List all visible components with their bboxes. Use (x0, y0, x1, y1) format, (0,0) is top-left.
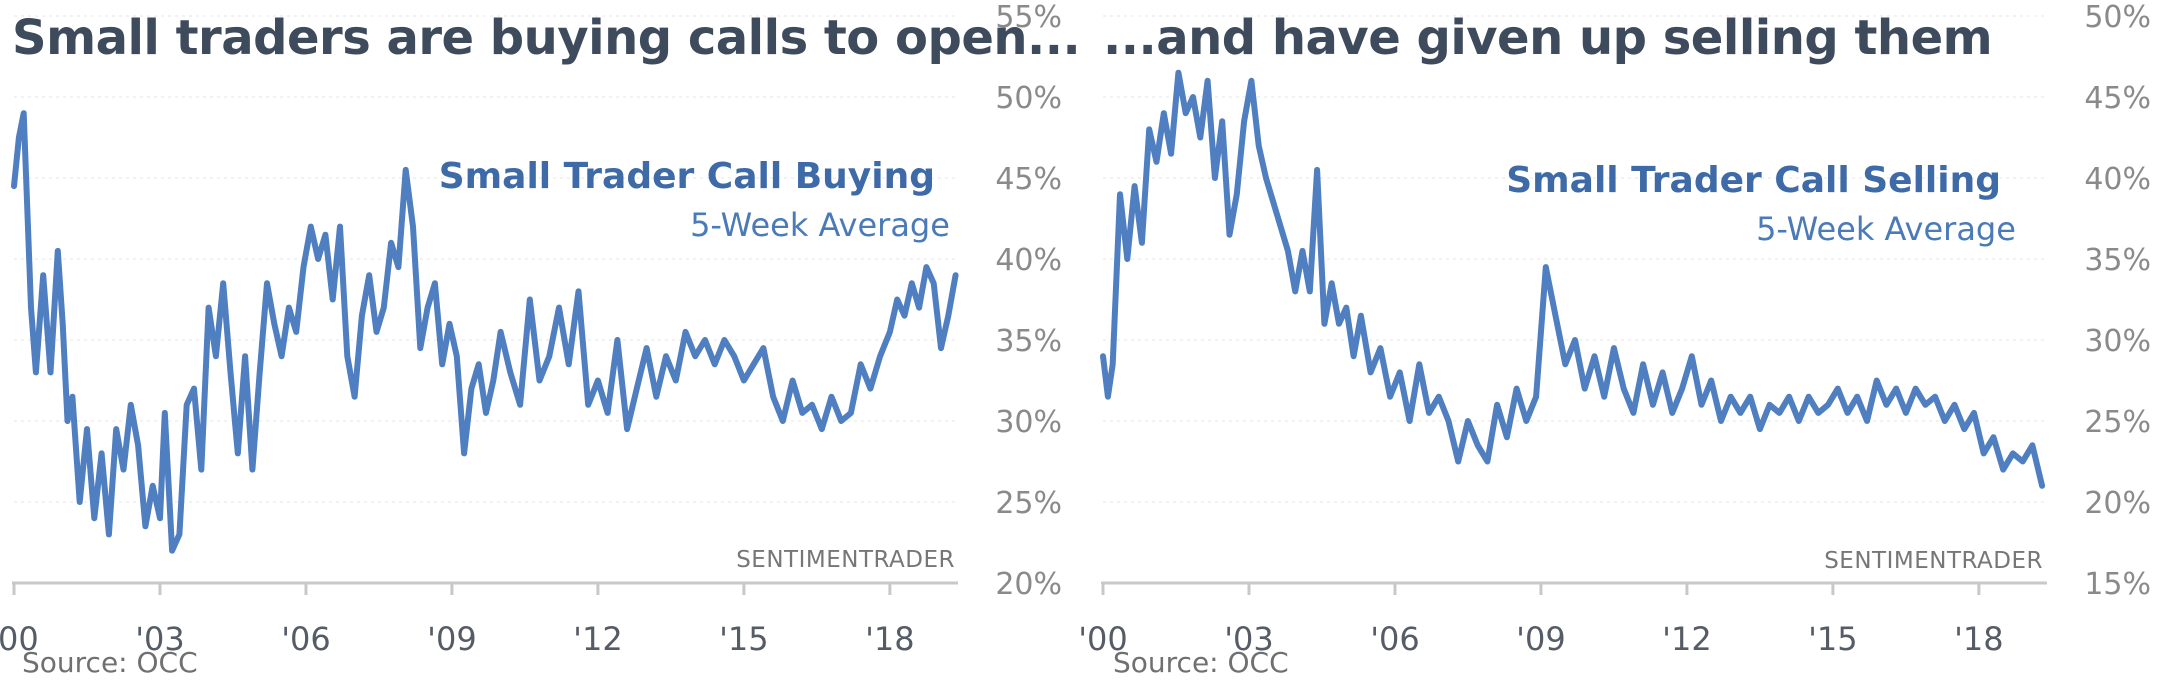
watermark: SENTIMENTRADER (736, 547, 955, 573)
y-tick-label: 30% (995, 405, 1062, 440)
x-tick-label: '09 (1516, 620, 1566, 658)
y-tick-label: 25% (2084, 405, 2151, 440)
annotation-subtitle: 5-Week Average (690, 206, 950, 244)
chart-plot-right: 15% 20% 25% 30% 35% 40% 45% 50% '00 '03 '06 '09 '12 '… (1081, 0, 2151, 658)
source-note: Source: OCC (1113, 646, 1289, 679)
x-tick-label: '00 (1081, 620, 1128, 658)
y-tick-label: 35% (2084, 243, 2151, 278)
chart-title: Small traders are buying calls to open..… (12, 10, 1081, 66)
x-tick-label: '18 (1954, 620, 2004, 658)
y-tick-label: 25% (995, 486, 1062, 521)
x-tick-label: '00 (0, 620, 39, 658)
y-tick-label: 55% (995, 0, 1062, 35)
series-line (1100, 69, 2046, 489)
x-tick-label: '12 (1662, 620, 1712, 658)
annotation-title: Small Trader Call Selling (1506, 160, 2001, 201)
y-tick-label: 30% (2084, 324, 2151, 359)
y-tick-label: 45% (2084, 81, 2151, 116)
watermark: SENTIMENTRADER (1824, 548, 2043, 574)
chart-plot-left: 20% 25% 30% 35% 40% 45% 50% 55% '00 '03 '06 '09 '12 '… (0, 0, 1062, 658)
x-tick-label: '09 (427, 620, 477, 658)
y-tick-label: 40% (995, 243, 1062, 278)
series-line (11, 110, 959, 554)
x-tick-label: '18 (865, 620, 915, 658)
y-tick-label: 20% (995, 567, 1062, 602)
x-tick-label: '15 (719, 620, 769, 658)
chart-panel-left: Small traders are buying calls to open..… (0, 0, 1081, 679)
annotation-title: Small Trader Call Buying (439, 156, 935, 197)
chart-panel-right: ...and have given up selling them 15% 20%… (1081, 0, 2162, 686)
x-tick-label: '15 (1808, 620, 1858, 658)
source-note: Source: OCC (22, 646, 198, 679)
y-tick-label: 50% (2084, 0, 2151, 35)
x-tick-label: '06 (281, 620, 331, 658)
x-tick-label: '03 (1224, 620, 1274, 658)
y-tick-label: 35% (995, 324, 1062, 359)
x-tick-label: '12 (573, 620, 623, 658)
y-tick-label: 50% (995, 81, 1062, 116)
y-tick-label: 40% (2084, 162, 2151, 197)
x-tick-label: '06 (1370, 620, 1420, 658)
x-tick-label: '03 (135, 620, 185, 658)
y-tick-label: 20% (2084, 486, 2151, 521)
y-tick-label: 15% (2084, 567, 2151, 602)
chart-title: ...and have given up selling them (1103, 10, 1993, 66)
y-tick-label: 45% (995, 162, 1062, 197)
annotation-subtitle: 5-Week Average (1756, 210, 2016, 248)
